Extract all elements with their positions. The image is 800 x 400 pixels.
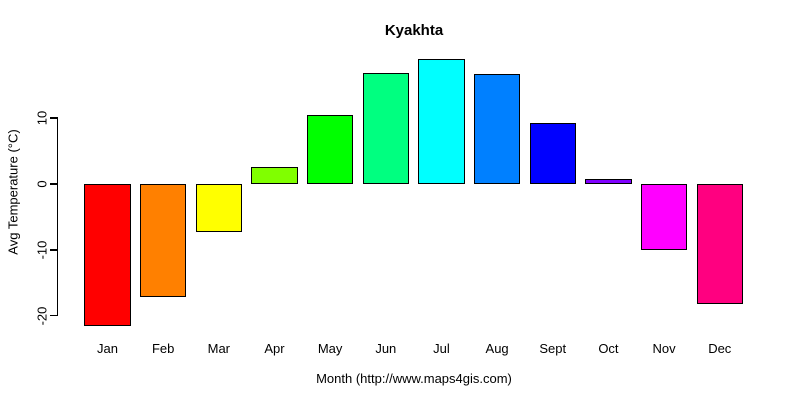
x-tick-label-mar: Mar [207, 341, 230, 356]
y-tick-label-10: 10 [34, 110, 50, 126]
y-axis-label: Avg Temperature (°C) [5, 129, 21, 255]
bar-nov [640, 183, 688, 250]
bar-may [306, 114, 354, 184]
bar-jan [84, 183, 131, 326]
y-tick-label--20: -20 [34, 306, 50, 326]
bar-mar [195, 183, 242, 232]
bar-oct [585, 179, 632, 184]
bar-jun [362, 72, 409, 184]
y-tick-0 [49, 183, 57, 185]
bar-sept [529, 122, 576, 184]
bar-apr [251, 166, 298, 184]
x-tick-label-apr: Apr [264, 341, 285, 356]
x-tick-label-nov: Nov [652, 341, 676, 356]
chart-title: Kyakhta [384, 22, 444, 39]
x-tick-label-jun: Jun [375, 341, 397, 356]
y-tick-10 [49, 117, 57, 119]
bar-dec [696, 183, 743, 304]
y-tick--20 [49, 314, 57, 317]
x-tick-label-jan: Jan [97, 341, 118, 356]
y-tick--10 [49, 249, 57, 251]
y-axis-line [56, 117, 58, 317]
x-tick-label-aug: Aug [485, 341, 509, 356]
y-tick-label--10: -10 [34, 240, 50, 260]
x-tick-label-jul: Jul [433, 341, 450, 356]
x-axis-label: Month (http://www.maps4gis.com) [316, 371, 512, 386]
x-tick-label-feb: Feb [151, 341, 175, 356]
y-tick-label-0: 0 [34, 180, 50, 188]
x-tick-label-sept: Sept [539, 341, 567, 356]
x-tick-label-oct: Oct [598, 341, 619, 356]
x-tick-label-dec: Dec [708, 341, 732, 356]
bar-feb [139, 183, 187, 298]
bar-aug [473, 73, 521, 184]
x-tick-label-may: May [317, 341, 343, 356]
bar-jul [418, 58, 465, 184]
